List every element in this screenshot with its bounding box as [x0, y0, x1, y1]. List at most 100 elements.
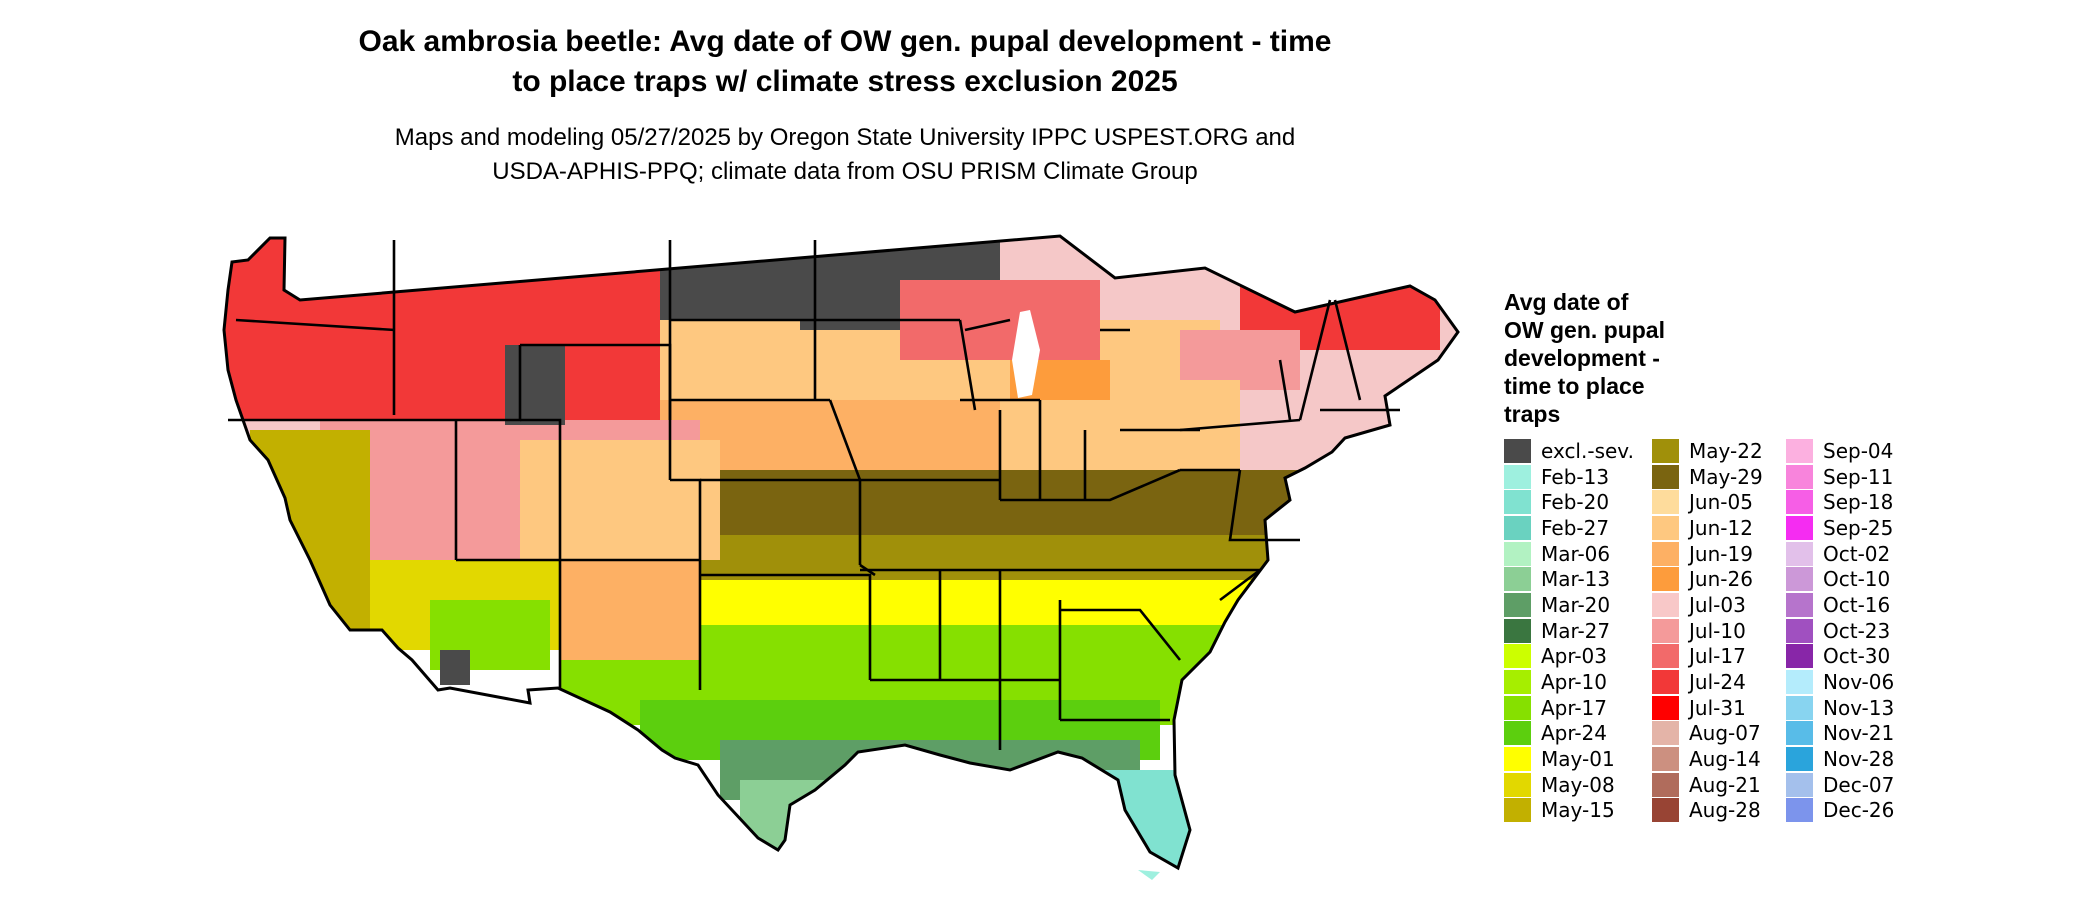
legend-item: May-08 — [1504, 772, 1634, 798]
title-line-1: Oak ambrosia beetle: Avg date of OW gen.… — [358, 25, 1332, 58]
legend-label: Oct-10 — [1823, 567, 1891, 592]
legend-label: Sep-18 — [1823, 490, 1894, 515]
legend-swatch — [1652, 438, 1679, 463]
legend-item: Jul-10 — [1652, 618, 1763, 644]
legend-swatch — [1786, 798, 1813, 823]
legend-swatch — [1504, 644, 1531, 669]
legend-item: Sep-11 — [1786, 464, 1894, 490]
legend-label: May-15 — [1541, 798, 1615, 823]
map-title: Oak ambrosia beetle: Avg date of OW gen.… — [250, 22, 1440, 102]
legend-label: May-22 — [1689, 438, 1763, 463]
legend-label: Aug-21 — [1689, 772, 1761, 797]
legend-swatch — [1786, 772, 1813, 797]
legend-item: Oct-10 — [1786, 566, 1894, 592]
legend-swatch — [1786, 721, 1813, 746]
legend-label: May-08 — [1541, 772, 1615, 797]
legend-column-1: excl.-sev. Feb-13 Feb-20 Feb-27 Mar-06 Mar-13… — [1504, 438, 1634, 823]
legend-label: Oct-30 — [1823, 644, 1891, 669]
legend-label: Sep-11 — [1823, 464, 1894, 489]
legend-swatch — [1786, 438, 1813, 463]
legend-item: May-15 — [1504, 798, 1634, 824]
legend-item: Jul-24 — [1652, 669, 1763, 695]
legend-swatch — [1504, 747, 1531, 772]
lake-michigan — [1012, 310, 1040, 398]
legend-swatch — [1504, 567, 1531, 592]
legend-item: Feb-13 — [1504, 464, 1634, 490]
legend-swatch — [1504, 721, 1531, 746]
subtitle-line-2: USDA-APHIS-PPQ; climate data from OSU PR… — [492, 158, 1198, 185]
legend-label: Nov-28 — [1823, 747, 1895, 772]
legend-item: Apr-17 — [1504, 695, 1634, 721]
legend-item: Mar-27 — [1504, 618, 1634, 644]
legend-item: Sep-04 — [1786, 438, 1894, 464]
legend-label: Oct-23 — [1823, 618, 1891, 643]
legend-title-line: traps — [1504, 401, 1561, 427]
legend-label: Aug-28 — [1689, 798, 1761, 823]
legend-swatch — [1504, 592, 1531, 617]
legend-label: Apr-17 — [1541, 695, 1607, 720]
title-line-2: to place traps w/ climate stress exclusi… — [512, 65, 1178, 98]
legend-label: Sep-04 — [1823, 438, 1894, 463]
legend-label: Jul-10 — [1689, 618, 1746, 643]
legend-swatch — [1786, 490, 1813, 515]
legend-label: Jul-24 — [1689, 670, 1746, 695]
map-subtitle: Maps and modeling 05/27/2025 by Oregon S… — [250, 121, 1440, 189]
legend-label: Mar-27 — [1541, 618, 1611, 643]
legend-label: Oct-02 — [1823, 541, 1891, 566]
legend-item: Dec-26 — [1786, 798, 1894, 824]
legend-swatch — [1786, 670, 1813, 695]
legend-swatch — [1786, 567, 1813, 592]
legend-title: Avg date of OW gen. pupal development - … — [1504, 288, 1724, 428]
legend-label: Aug-14 — [1689, 747, 1761, 772]
legend-swatch — [1786, 592, 1813, 617]
legend-item: Jul-31 — [1652, 695, 1763, 721]
legend-item: Feb-27 — [1504, 515, 1634, 541]
legend-title-line: OW gen. pupal — [1504, 317, 1665, 343]
legend-item: Nov-21 — [1786, 721, 1894, 747]
legend-swatch — [1652, 592, 1679, 617]
legend-label: Jul-31 — [1689, 695, 1746, 720]
country-outline — [222, 234, 1460, 871]
legend-title-line: time to place — [1504, 373, 1645, 399]
legend-swatch — [1504, 670, 1531, 695]
legend-label: Feb-20 — [1541, 490, 1610, 515]
legend-label: Jun-19 — [1689, 541, 1753, 566]
legend-swatch — [1786, 747, 1813, 772]
legend-swatch — [1652, 541, 1679, 566]
legend-swatch — [1652, 670, 1679, 695]
legend-label: Aug-07 — [1689, 721, 1761, 746]
legend-item: Sep-18 — [1786, 489, 1894, 515]
legend-item: Oct-16 — [1786, 592, 1894, 618]
legend-item: Apr-10 — [1504, 669, 1634, 695]
legend-swatch — [1652, 618, 1679, 643]
legend-title-line: Avg date of — [1504, 289, 1629, 315]
legend-label: May-01 — [1541, 747, 1615, 772]
legend-label: Nov-13 — [1823, 695, 1895, 720]
legend-swatch — [1504, 695, 1531, 720]
legend-item: Aug-28 — [1652, 798, 1763, 824]
legend-label: Apr-24 — [1541, 721, 1607, 746]
legend-item: Oct-23 — [1786, 618, 1894, 644]
legend-label: Jun-05 — [1689, 490, 1753, 515]
legend-swatch — [1786, 541, 1813, 566]
legend-swatch — [1504, 438, 1531, 463]
subtitle-line-1: Maps and modeling 05/27/2025 by Oregon S… — [394, 124, 1296, 151]
legend-item: Apr-24 — [1504, 721, 1634, 747]
legend-label: Mar-13 — [1541, 567, 1611, 592]
legend-swatch — [1652, 695, 1679, 720]
legend-column-3: Sep-04 Sep-11 Sep-18 Sep-25 Oct-02 Oct-10 Oct-… — [1786, 438, 1894, 823]
legend-label: Apr-03 — [1541, 644, 1607, 669]
legend-swatch — [1504, 515, 1531, 540]
legend-label: Apr-10 — [1541, 670, 1607, 695]
legend-label: Oct-16 — [1823, 592, 1891, 617]
legend-item: Apr-03 — [1504, 644, 1634, 670]
legend-item: May-01 — [1504, 746, 1634, 772]
legend-swatch — [1786, 464, 1813, 489]
legend-title-line: development - — [1504, 345, 1660, 371]
legend-swatch — [1652, 464, 1679, 489]
legend-label: Jun-26 — [1689, 567, 1753, 592]
legend-label: Dec-26 — [1823, 798, 1895, 823]
legend-item: Sep-25 — [1786, 515, 1894, 541]
legend-swatch — [1504, 541, 1531, 566]
